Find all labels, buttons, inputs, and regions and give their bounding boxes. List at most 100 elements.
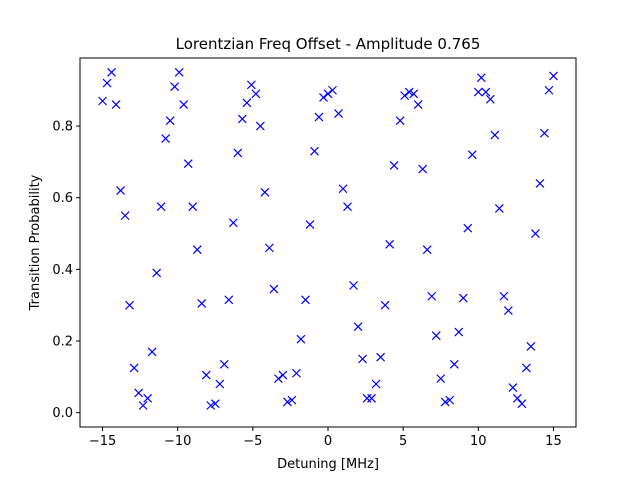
data-point — [436, 374, 446, 384]
data-point — [251, 89, 261, 99]
data-point — [508, 383, 518, 393]
y-tick-label: 0.0 — [52, 406, 73, 421]
data-point — [463, 223, 473, 233]
data-point — [219, 359, 229, 369]
data-point — [107, 67, 116, 77]
data-point — [246, 80, 256, 90]
data-point — [371, 379, 381, 389]
data-point — [143, 393, 153, 403]
data-point — [98, 96, 107, 106]
data-point — [454, 327, 464, 337]
data-point — [201, 370, 211, 380]
data-point — [174, 67, 184, 77]
data-point — [418, 164, 428, 174]
data-point — [147, 347, 157, 357]
data-point — [517, 399, 527, 409]
data-point — [170, 82, 180, 92]
data-point — [242, 98, 252, 108]
data-point — [540, 128, 549, 138]
data-point — [544, 85, 554, 95]
data-point — [255, 121, 265, 131]
data-point — [179, 100, 189, 109]
data-point — [476, 73, 486, 83]
data-point — [440, 397, 450, 407]
data-point — [111, 100, 121, 109]
x-axis-ticks: −15 −10 −5 0 5 10 15 — [89, 427, 562, 449]
data-point — [116, 186, 126, 195]
x-tick-label: 5 — [399, 434, 407, 449]
data-point — [305, 220, 315, 230]
data-point — [224, 295, 234, 305]
x-axis-label: Detuning [MHz] — [277, 457, 379, 472]
y-axis-label: Transition Probability — [28, 174, 43, 311]
data-points — [98, 67, 558, 410]
data-point — [278, 370, 288, 380]
data-point — [431, 331, 441, 341]
data-point — [389, 161, 399, 170]
data-point — [422, 245, 432, 255]
x-tick-label: 10 — [470, 434, 487, 449]
data-point — [445, 395, 455, 405]
data-point — [183, 159, 193, 169]
data-point — [314, 112, 324, 122]
data-point — [400, 91, 410, 101]
data-point — [367, 393, 377, 403]
data-point — [233, 148, 243, 158]
data-point — [494, 204, 504, 213]
data-point — [282, 397, 292, 407]
data-point — [376, 352, 386, 362]
data-point — [319, 92, 328, 102]
data-point — [535, 178, 545, 188]
data-point — [301, 295, 310, 305]
data-point — [264, 243, 274, 253]
data-point — [395, 116, 405, 126]
y-tick-label: 0.2 — [52, 335, 73, 350]
x-tick-label: −5 — [243, 434, 262, 449]
data-point — [353, 322, 363, 332]
data-point — [296, 334, 306, 344]
data-point — [129, 363, 139, 373]
data-point — [152, 268, 162, 278]
data-point — [467, 150, 477, 160]
data-point — [165, 116, 175, 126]
data-point — [260, 187, 270, 197]
data-point — [138, 401, 148, 410]
data-point — [343, 202, 352, 212]
data-point — [458, 293, 468, 303]
data-point — [292, 368, 301, 378]
data-point — [188, 202, 198, 212]
data-point — [192, 245, 202, 255]
data-point — [380, 300, 390, 310]
data-point — [521, 363, 531, 373]
data-point — [125, 300, 135, 310]
data-point — [120, 211, 130, 221]
data-point — [210, 399, 220, 409]
data-point — [549, 71, 558, 81]
data-point — [503, 306, 513, 315]
data-point — [499, 291, 509, 301]
data-point — [310, 146, 319, 156]
y-tick-label: 0.8 — [52, 120, 73, 135]
data-point — [197, 298, 207, 308]
data-point — [287, 395, 297, 405]
data-point — [490, 130, 500, 140]
data-point — [409, 89, 419, 99]
data-point — [427, 291, 437, 301]
data-point — [512, 393, 522, 403]
x-tick-label: −15 — [89, 434, 116, 449]
data-point — [334, 109, 343, 118]
data-point — [404, 87, 414, 97]
data-point — [349, 281, 358, 290]
data-point — [237, 114, 247, 124]
data-point — [228, 218, 238, 228]
data-point — [530, 229, 540, 238]
data-point — [161, 134, 171, 144]
data-point — [102, 78, 112, 88]
data-point — [485, 94, 495, 104]
data-point — [413, 100, 423, 109]
data-point — [385, 239, 395, 249]
chart-title: Lorentzian Freq Offset - Amplitude 0.765 — [176, 35, 481, 53]
data-point — [273, 374, 283, 384]
x-tick-label: −10 — [164, 434, 191, 449]
